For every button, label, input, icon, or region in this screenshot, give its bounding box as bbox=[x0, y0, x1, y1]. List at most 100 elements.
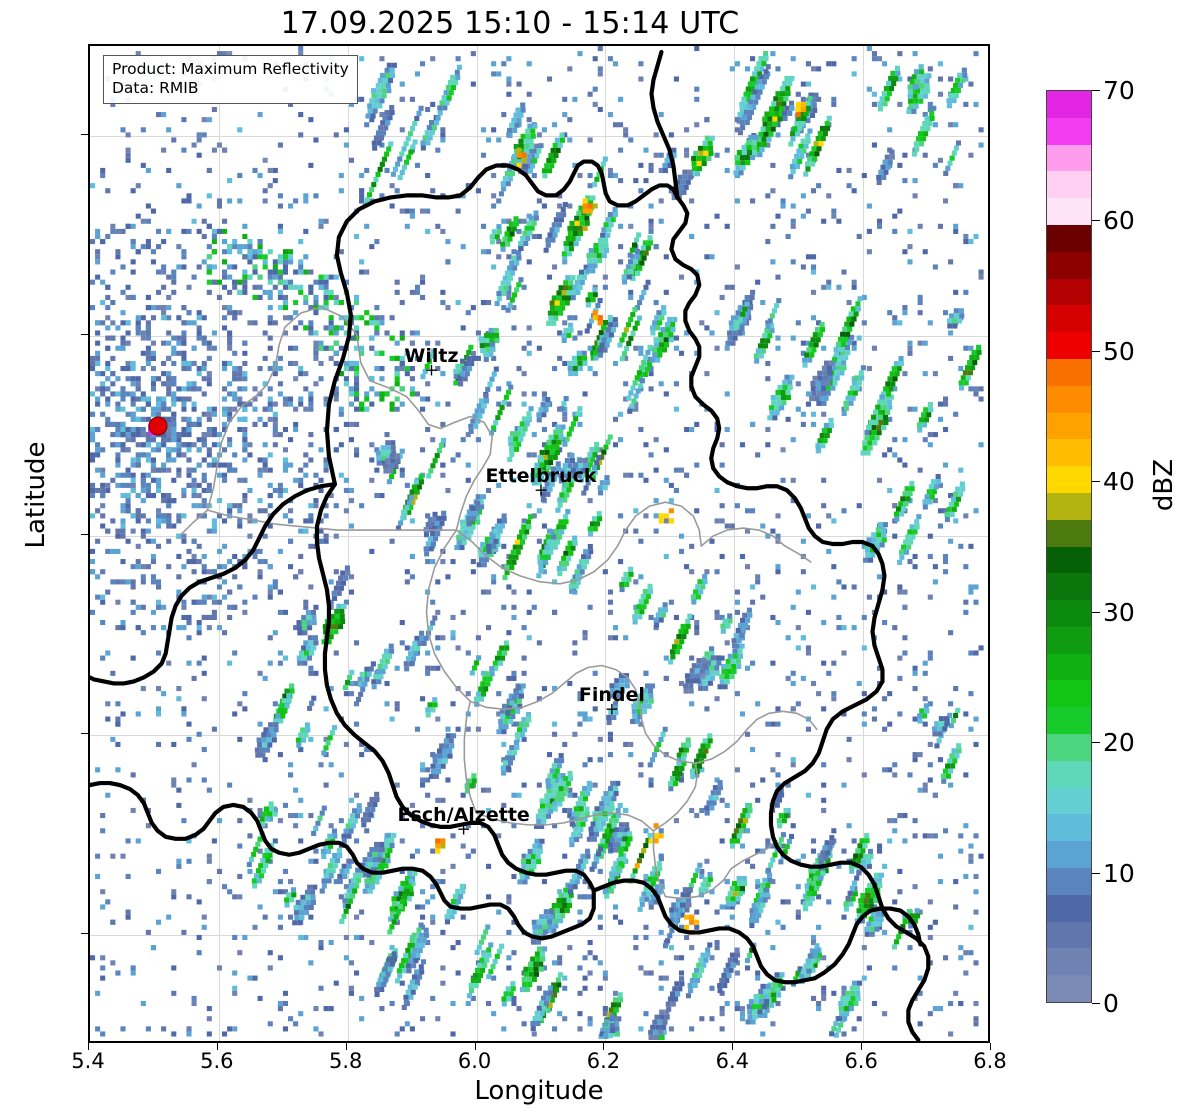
x-axis-label: Longitude bbox=[474, 1076, 604, 1106]
city-label-findel: Findel bbox=[578, 684, 645, 707]
colorbar-tick-label: 10 bbox=[1103, 858, 1135, 888]
colorbar[interactable] bbox=[1046, 90, 1092, 1003]
colorbar-band bbox=[1047, 250, 1091, 279]
x-tick-label: 5.8 bbox=[329, 1049, 363, 1073]
y-tick-mark bbox=[81, 333, 88, 335]
x-tick-label: 6.4 bbox=[715, 1049, 749, 1073]
colorbar-band bbox=[1047, 866, 1091, 895]
colorbar-band bbox=[1047, 679, 1091, 708]
colorbar-band bbox=[1047, 599, 1091, 627]
map-plot-area[interactable]: Wiltz + Ettelbruck + Findel + Esch/Alzette + Pr… bbox=[88, 44, 990, 1043]
colorbar-band bbox=[1047, 116, 1091, 145]
colorbar-band bbox=[1047, 786, 1091, 815]
colorbar-band bbox=[1047, 652, 1091, 681]
colorbar-band bbox=[1047, 357, 1091, 386]
gridline-vertical bbox=[476, 46, 478, 1041]
colorbar-band bbox=[1047, 465, 1091, 493]
colorbar-band bbox=[1047, 277, 1091, 306]
y-tick-mark bbox=[81, 533, 88, 535]
colorbar-tick-mark bbox=[1092, 1003, 1100, 1004]
colorbar-band bbox=[1047, 331, 1091, 359]
city-marker: + bbox=[533, 480, 549, 501]
radar-echo-layer bbox=[90, 46, 984, 1041]
colorbar-tick-mark bbox=[1092, 611, 1100, 613]
colorbar-band bbox=[1047, 625, 1091, 654]
colorbar-band bbox=[1047, 759, 1091, 788]
x-tick-mark bbox=[861, 1043, 863, 1050]
city-label-ettelbruck: Ettelbruck bbox=[485, 464, 597, 487]
colorbar-band bbox=[1047, 197, 1091, 225]
x-tick-mark bbox=[603, 1043, 605, 1050]
info-box: Product: Maximum Reflectivity Data: RMIB bbox=[103, 55, 358, 104]
city-marker: + bbox=[456, 819, 471, 840]
colorbar-band bbox=[1047, 732, 1091, 761]
colorbar-tick-label: 30 bbox=[1103, 597, 1135, 627]
colorbar-band bbox=[1047, 706, 1091, 735]
colorbar-band bbox=[1047, 974, 1091, 1002]
gridline-horizontal bbox=[90, 335, 988, 337]
city-marker: + bbox=[424, 360, 439, 381]
colorbar-band bbox=[1047, 518, 1091, 547]
colorbar-tick-mark bbox=[1092, 220, 1100, 222]
colorbar-band bbox=[1047, 813, 1091, 842]
y-tick-mark bbox=[81, 933, 88, 935]
colorbar-tick-mark bbox=[1092, 481, 1100, 483]
gridline-horizontal bbox=[90, 535, 988, 537]
gridline-vertical bbox=[218, 46, 220, 1041]
y-tick-mark bbox=[81, 733, 88, 735]
colorbar-band bbox=[1047, 920, 1091, 949]
colorbar-band bbox=[1047, 143, 1091, 172]
border-layer bbox=[90, 49, 931, 1041]
gridline-horizontal bbox=[90, 735, 988, 737]
x-tick-mark bbox=[216, 1043, 218, 1050]
product-line: Product: Maximum Reflectivity bbox=[112, 60, 349, 78]
y-axis-label: Latitude bbox=[21, 441, 51, 549]
colorbar-band bbox=[1047, 304, 1091, 333]
city-marker: + bbox=[604, 699, 619, 720]
y-tick-mark bbox=[81, 133, 88, 135]
x-tick-label: 5.4 bbox=[71, 1049, 105, 1073]
x-tick-mark bbox=[990, 1043, 991, 1050]
colorbar-tick-label: 50 bbox=[1103, 336, 1135, 366]
x-tick-mark bbox=[474, 1043, 476, 1050]
map-canvas: Wiltz + Ettelbruck + Findel + Esch/Alzette + Pr… bbox=[90, 46, 988, 1041]
colorbar-band bbox=[1047, 223, 1091, 252]
data-source-line: Data: RMIB bbox=[112, 78, 199, 97]
city-label-esch-alzette: Esch/Alzette bbox=[397, 804, 530, 827]
colorbar-band bbox=[1047, 491, 1091, 520]
x-tick-label: 6.8 bbox=[973, 1049, 1007, 1073]
colorbar-band bbox=[1047, 411, 1091, 440]
colorbar-band bbox=[1047, 893, 1091, 922]
x-tick-label: 6.2 bbox=[586, 1049, 621, 1073]
colorbar-band bbox=[1047, 438, 1091, 467]
page-title: 17.09.2025 15:10 - 15:14 UTC bbox=[280, 6, 740, 41]
colorbar-tick-mark bbox=[1092, 90, 1100, 91]
colorbar-band bbox=[1047, 572, 1091, 601]
city-label-wiltz: Wiltz bbox=[404, 344, 459, 367]
colorbar-band bbox=[1047, 170, 1091, 199]
colorbar-band bbox=[1047, 384, 1091, 413]
colorbar-tick-mark bbox=[1092, 742, 1100, 744]
colorbar-tick-label: 0 bbox=[1103, 989, 1119, 1018]
x-tick-label: 5.6 bbox=[200, 1049, 234, 1073]
colorbar-tick-mark bbox=[1092, 872, 1100, 874]
colorbar-band bbox=[1047, 947, 1091, 976]
colorbar-tick-label: 60 bbox=[1103, 206, 1135, 236]
x-tick-mark bbox=[732, 1043, 734, 1050]
gridline-vertical bbox=[734, 46, 736, 1041]
gridline-vertical bbox=[347, 46, 349, 1041]
radar-site-marker[interactable] bbox=[148, 416, 168, 436]
colorbar-tick-mark bbox=[1092, 350, 1100, 352]
gridline-vertical bbox=[605, 46, 607, 1041]
colorbar-tick-label: 40 bbox=[1103, 467, 1135, 497]
x-tick-mark bbox=[88, 1043, 89, 1050]
colorbar-band bbox=[1047, 91, 1091, 118]
colorbar-band bbox=[1047, 545, 1091, 574]
x-tick-mark bbox=[345, 1043, 347, 1050]
x-tick-label: 6.6 bbox=[844, 1049, 878, 1073]
x-tick-label: 6.0 bbox=[457, 1049, 492, 1073]
colorbar-tick-label: 70 bbox=[1103, 76, 1135, 105]
colorbar-title: dBZ bbox=[1149, 458, 1179, 512]
colorbar-band bbox=[1047, 840, 1091, 869]
